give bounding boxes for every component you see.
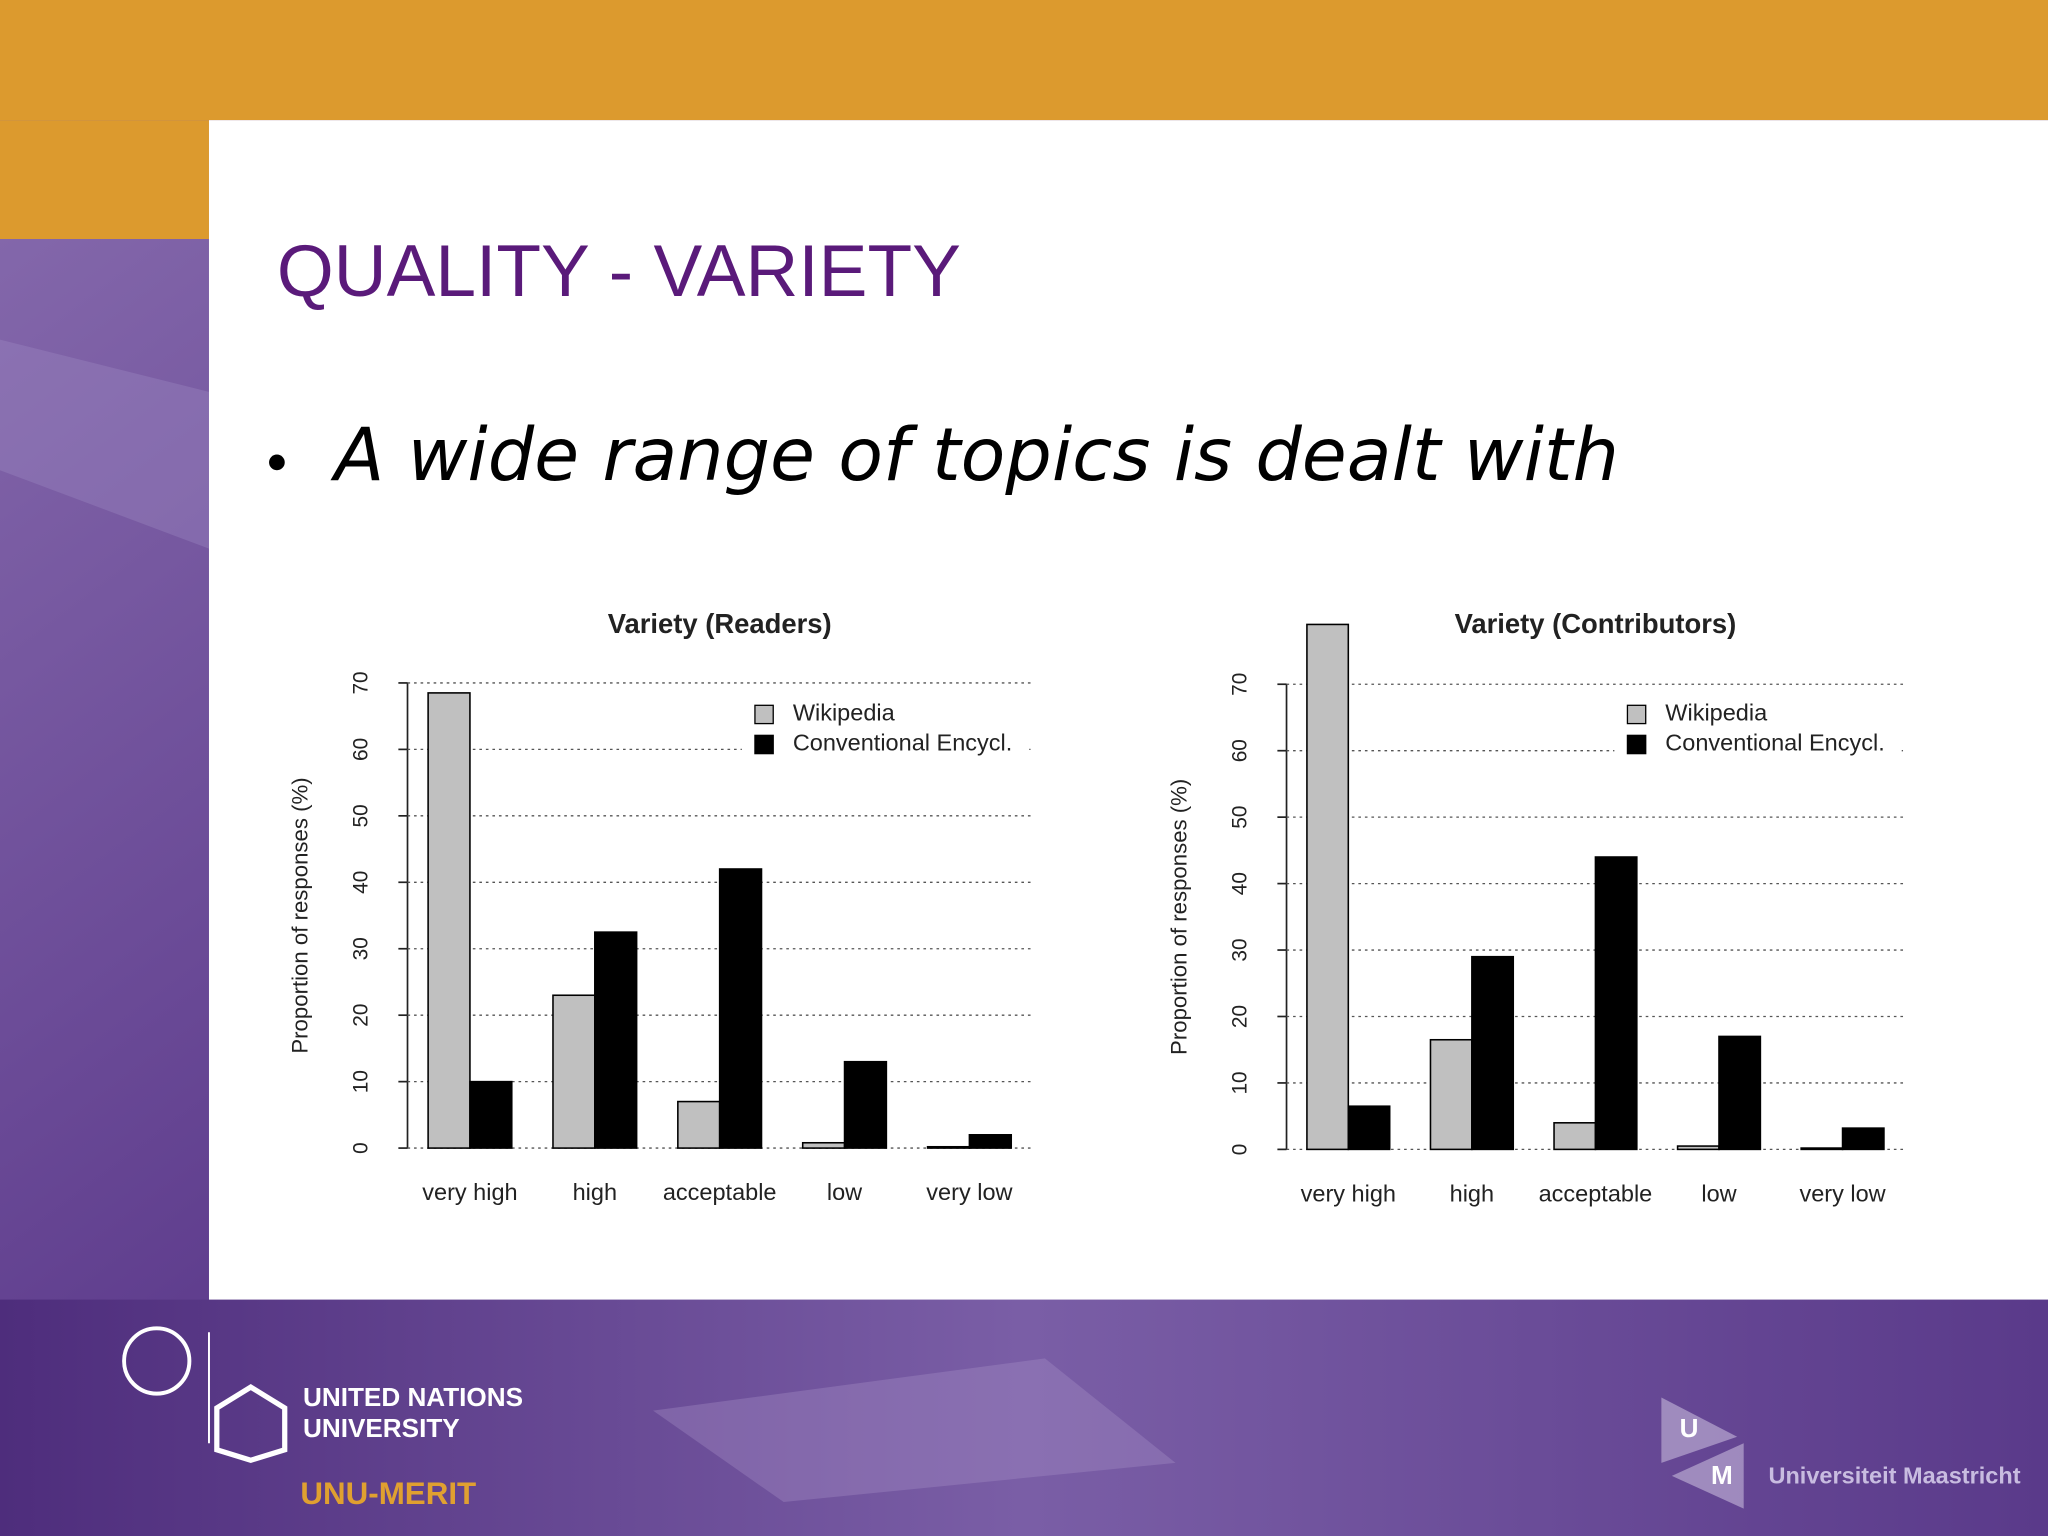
y-tick-label: 60 (349, 738, 372, 761)
y-tick-label: 10 (349, 1070, 372, 1093)
x-tick-label: high (573, 1179, 617, 1205)
logo-text: UNU-MERIT (300, 1476, 476, 1511)
logo-text: U (1680, 1413, 1699, 1443)
unu-emblem (214, 1384, 288, 1463)
top-band-left (0, 120, 209, 240)
bar (1676, 1145, 1720, 1151)
um-emblem (1661, 1397, 1738, 1463)
bar (801, 1141, 846, 1149)
bar (427, 692, 471, 1149)
legend-swatch (754, 704, 774, 725)
bar (968, 1134, 1013, 1149)
y-axis-label: Proportion of responses (%) (288, 777, 313, 1053)
y-tick-label: 70 (1228, 673, 1251, 696)
y-tick-label: 30 (349, 937, 372, 960)
legend-swatch (754, 734, 774, 755)
slide-title: QUALITY - VARIETY (277, 231, 961, 312)
x-tick-label: very high (422, 1179, 517, 1205)
x-tick-label: high (1450, 1180, 1494, 1206)
logo-text: Universiteit Maastricht (1768, 1462, 2020, 1488)
top-band (0, 0, 2048, 121)
logo-text: UNITED NATIONS (303, 1382, 523, 1412)
bar (1553, 1122, 1597, 1151)
y-tick-label: 0 (1228, 1144, 1251, 1156)
x-tick-label: low (1701, 1180, 1737, 1206)
bullet-dot (269, 454, 285, 471)
x-tick-label: acceptable (1539, 1180, 1653, 1206)
bar (552, 994, 596, 1149)
logo-text: M (1711, 1460, 1733, 1490)
y-tick-label: 70 (349, 671, 372, 694)
legend-swatch (1626, 734, 1647, 755)
um-emblem (1671, 1443, 1744, 1509)
chart-title: Variety (Readers) (608, 608, 832, 639)
bar (718, 868, 763, 1149)
x-tick-label: low (827, 1179, 863, 1205)
legend-label: Conventional Encycl. (793, 730, 1012, 756)
bar (1800, 1147, 1844, 1151)
bar (1306, 623, 1350, 1151)
legend-box (741, 696, 1030, 762)
legend-label: Wikipedia (1665, 700, 1768, 726)
bar (843, 1060, 888, 1149)
bar (1347, 1105, 1391, 1151)
bar (1718, 1035, 1762, 1151)
y-axis-label: Proportion of responses (%) (1167, 779, 1192, 1055)
y-tick-label: 40 (349, 871, 372, 894)
x-tick-label: acceptable (663, 1179, 777, 1205)
decor (0, 339, 209, 549)
legend-label: Wikipedia (793, 700, 896, 726)
y-tick-label: 40 (1228, 872, 1251, 895)
y-tick-label: 0 (349, 1142, 372, 1154)
footer-band (0, 1299, 2048, 1536)
logo-text: UNIVERSITY (303, 1413, 460, 1443)
bar (594, 931, 638, 1149)
x-tick-label: very low (1799, 1180, 1886, 1206)
legend-box (1614, 696, 1902, 762)
bar (677, 1100, 721, 1149)
legend-label: Conventional Encycl. (1665, 730, 1884, 756)
un-emblem (122, 1326, 192, 1396)
bar (1594, 856, 1638, 1151)
legend-swatch (1626, 704, 1647, 725)
bar (926, 1145, 971, 1149)
y-tick-label: 50 (1228, 806, 1251, 829)
bar (1471, 955, 1515, 1151)
bar (1841, 1127, 1885, 1151)
y-tick-label: 20 (1228, 1005, 1251, 1028)
bullet-text: A wide range of topics is dealt with (330, 413, 1619, 498)
bar (1429, 1038, 1473, 1151)
y-tick-label: 30 (1228, 938, 1251, 961)
bar (469, 1080, 513, 1149)
decor (653, 1358, 1176, 1503)
chart-title: Variety (Contributors) (1455, 608, 1737, 639)
y-tick-label: 10 (1228, 1071, 1251, 1094)
y-tick-label: 20 (349, 1004, 372, 1027)
x-tick-label: very high (1301, 1180, 1396, 1206)
y-tick-label: 50 (349, 804, 372, 827)
x-tick-label: very low (926, 1179, 1013, 1205)
y-tick-label: 60 (1228, 739, 1251, 762)
